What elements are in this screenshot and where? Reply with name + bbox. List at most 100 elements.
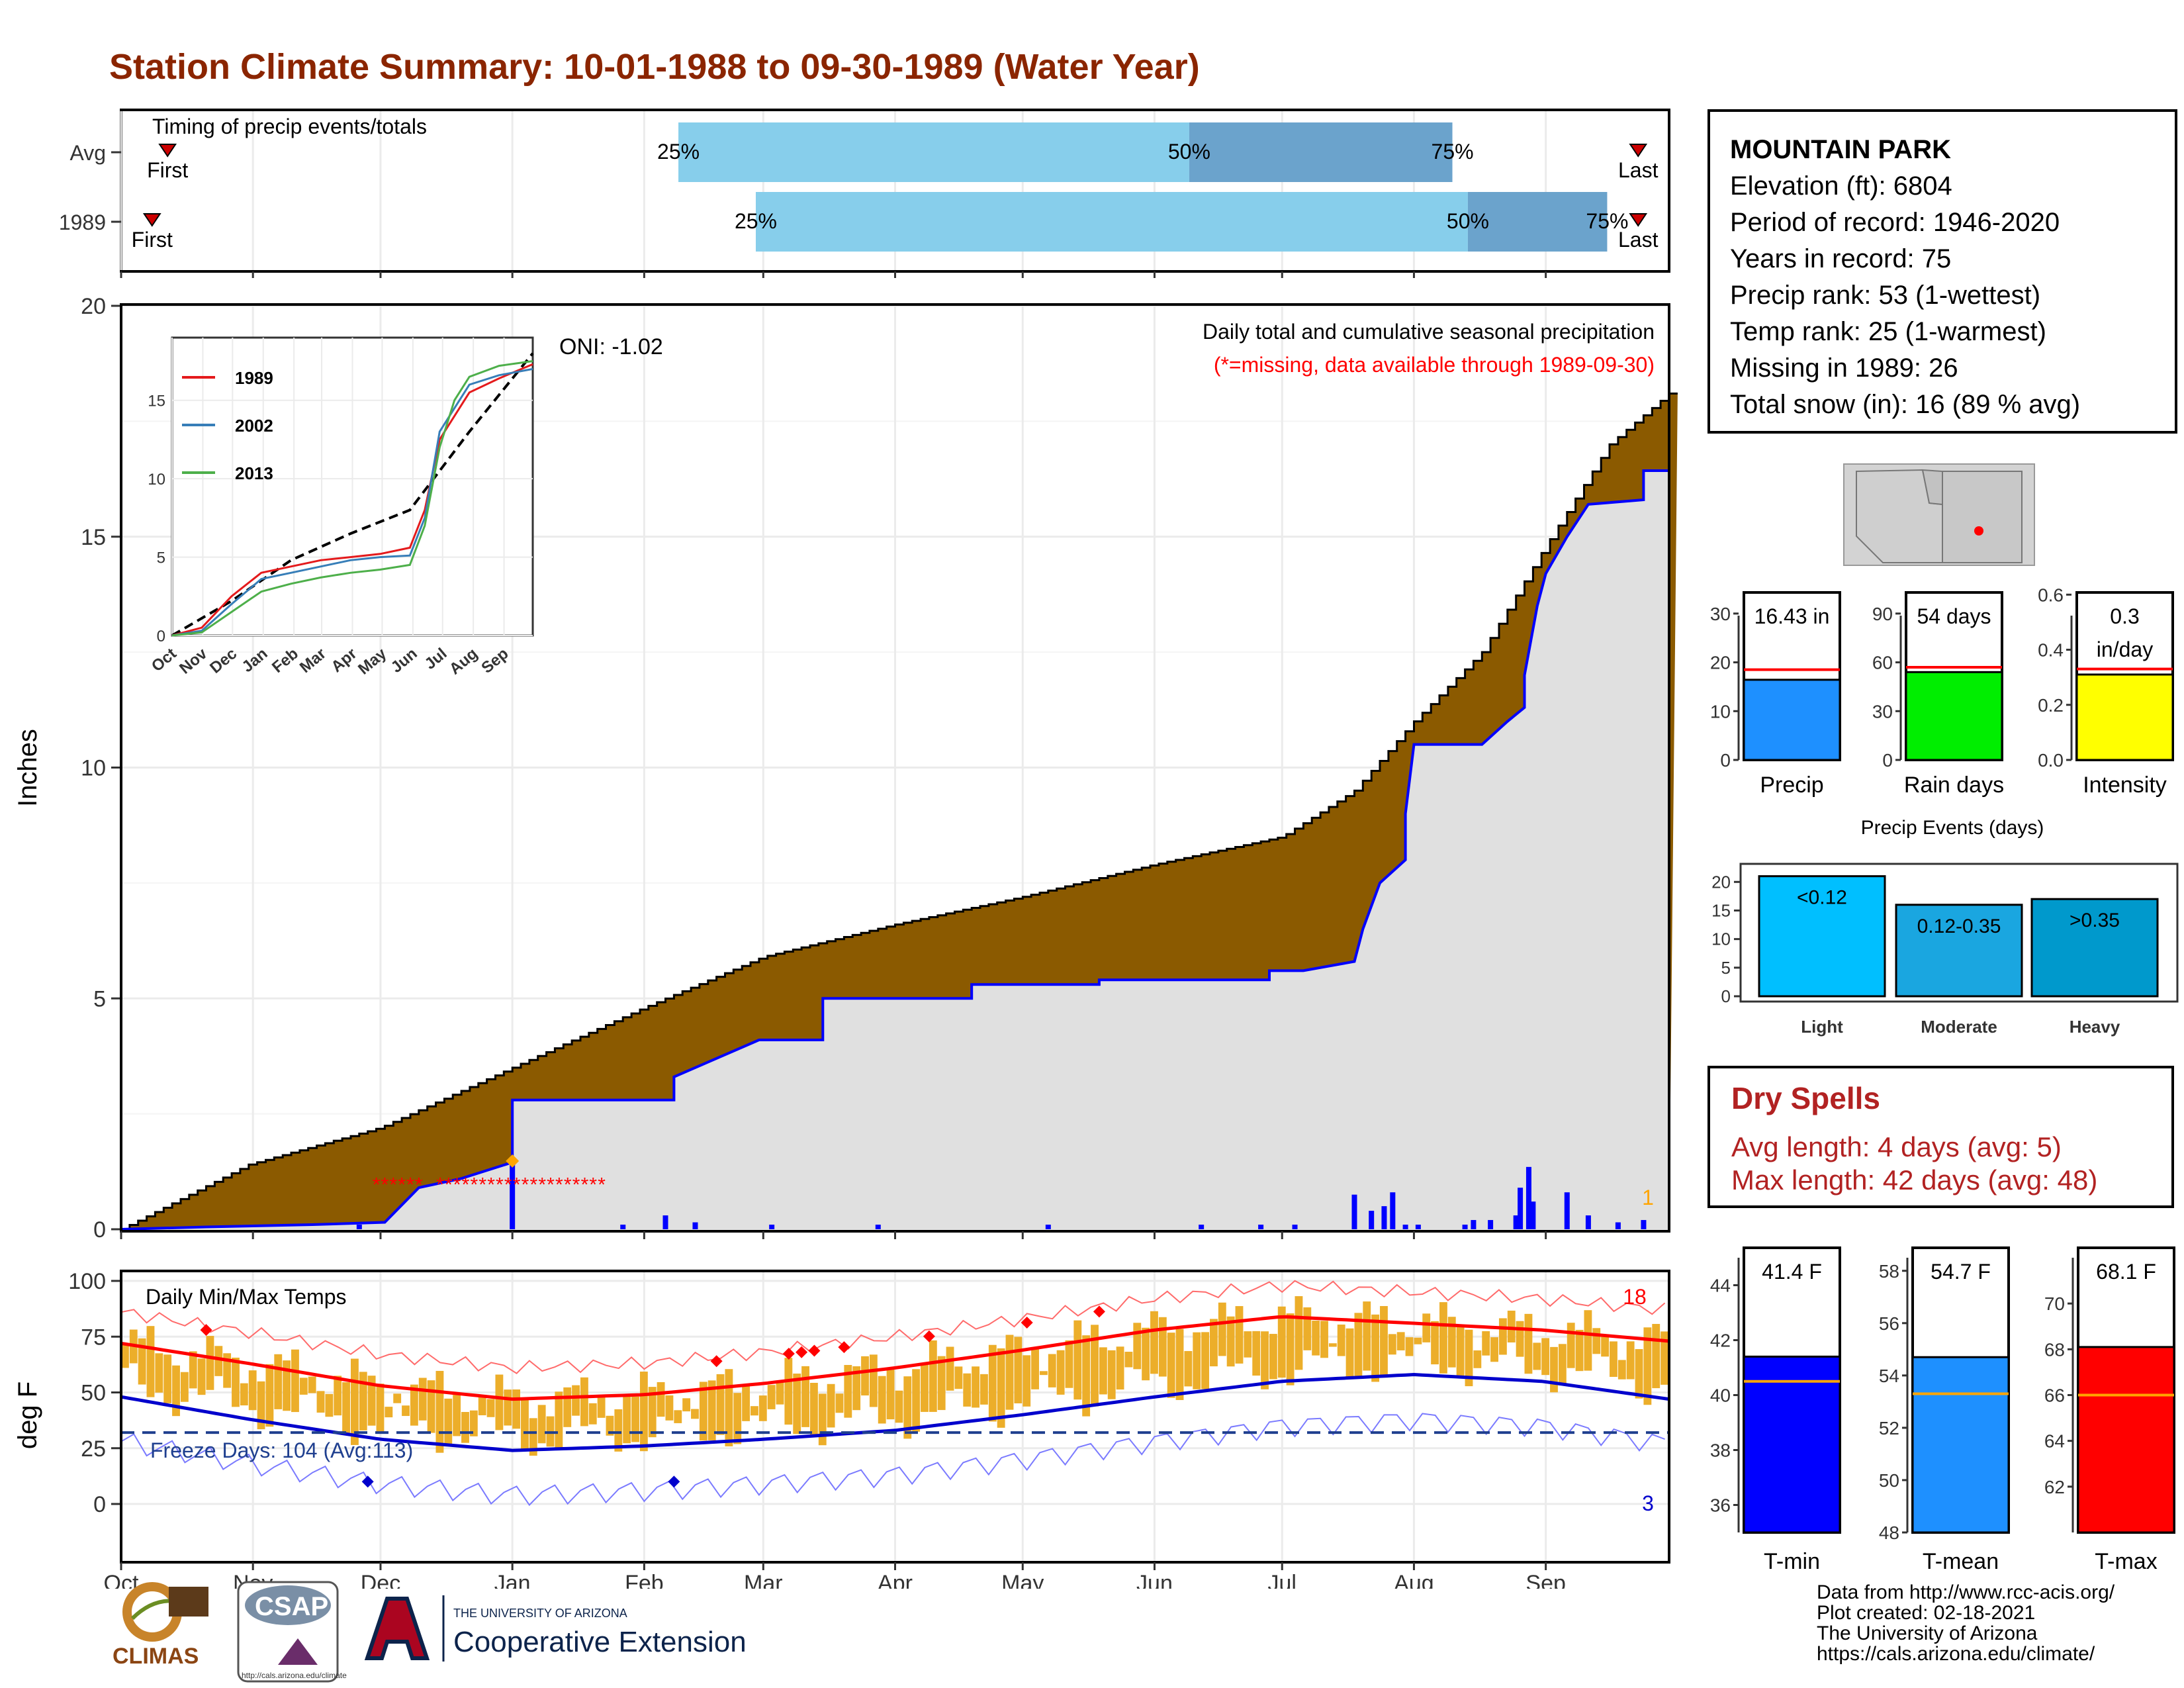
- timing-bar-50-75: [1189, 122, 1453, 182]
- daily-temp-bar: [1414, 1337, 1422, 1344]
- timing-pct-75: 75%: [1432, 140, 1474, 164]
- events-ytick-label: 20: [1711, 872, 1731, 892]
- record-low-marker: [668, 1476, 680, 1488]
- daily-temp-bar: [1592, 1328, 1601, 1354]
- daily-temp-bar: [980, 1374, 988, 1405]
- daily-temp-bar: [929, 1340, 937, 1412]
- daily-temp-bar: [861, 1356, 869, 1396]
- first-label: First: [147, 158, 188, 182]
- daily-temp-bar: [1610, 1341, 1617, 1378]
- missing-day-marker: *: [564, 1174, 572, 1196]
- tempbar-ytick-label: 68: [2044, 1339, 2065, 1360]
- daily-temp-bar: [793, 1374, 801, 1434]
- events-bar-label: <0.12: [1797, 887, 1847, 909]
- timing-pct-25: 25%: [657, 140, 700, 164]
- daily-temp-bar: [1328, 1343, 1337, 1347]
- daily-temp-bar: [393, 1393, 402, 1403]
- daily-temp-bar: [1643, 1327, 1652, 1405]
- events-bar-label: >0.35: [2070, 910, 2120, 931]
- daily-precip-bar: [1641, 1220, 1647, 1229]
- daily-temp-bar: [1133, 1323, 1142, 1370]
- daily-precip-bar: [1462, 1225, 1468, 1229]
- daily-temp-bar: [1218, 1302, 1226, 1356]
- precip-ytick-label: 0: [93, 1217, 106, 1243]
- temp-chart-title: Daily Min/Max Temps: [146, 1285, 346, 1309]
- csap-url: http://cals.arizona.edu/climate: [242, 1671, 347, 1680]
- record-low-marker: [361, 1476, 374, 1488]
- timing-pct-50: 50%: [1168, 140, 1210, 164]
- daily-temp-bar: [461, 1412, 469, 1443]
- daily-temp-bar: [767, 1385, 776, 1409]
- daily-precip-bar: [662, 1215, 668, 1229]
- daily-temp-bar: [1005, 1335, 1014, 1410]
- daily-precip-bar: [1615, 1222, 1621, 1229]
- missing-day-marker: *: [496, 1174, 504, 1196]
- locator-map: [1843, 463, 2035, 566]
- daily-temp-bar: [257, 1381, 265, 1430]
- summary-ytick-label: 20: [1710, 653, 1731, 673]
- station-detail-line: Total snow (in): 16 (89 % avg): [1730, 390, 2081, 419]
- daily-temp-bar: [189, 1351, 197, 1389]
- inset-series-line: [171, 367, 533, 637]
- precip-corner-count: 1: [1642, 1186, 1654, 1209]
- daily-temp-bar: [852, 1366, 861, 1411]
- inset-series-line: [171, 363, 533, 637]
- daily-temp-bar: [921, 1362, 929, 1412]
- daily-temp-bar: [350, 1358, 359, 1445]
- summary-bar-label: Precip: [1760, 773, 1823, 798]
- station-info-box: MOUNTAIN PARK Elevation (ft): 6804 Period…: [1707, 109, 2177, 434]
- inset-ytick-label: 0: [157, 628, 165, 645]
- daily-precip-bar: [356, 1225, 362, 1229]
- inset-ytick-label: 5: [157, 549, 165, 567]
- tempbar-value-label: 41.4 F: [1762, 1260, 1822, 1284]
- daily-temp-bar: [1541, 1338, 1550, 1376]
- missing-day-marker: *: [513, 1174, 521, 1196]
- daily-precip-bar: [692, 1222, 698, 1229]
- record-low-line: [120, 1413, 1665, 1507]
- precip-ytick-label: 10: [81, 756, 106, 781]
- tempbar-ytick-label: 52: [1879, 1418, 1899, 1438]
- temp-summary-bars: 36 38 40 42 44 41.4 F T-min 48 50 52 54 56 58 54.7 F T…: [1710, 1246, 2175, 1574]
- daily-temp-bar: [197, 1358, 206, 1395]
- daily-precip-bar: [620, 1225, 626, 1229]
- snow-marker: [506, 1154, 520, 1168]
- daily-temp-bar: [1516, 1321, 1524, 1357]
- last-label: Last: [1618, 228, 1659, 252]
- summary-ytick-label: 10: [1710, 701, 1731, 722]
- daily-temp-bar: [283, 1360, 291, 1411]
- record-high-count: 18: [1623, 1285, 1647, 1309]
- daily-temp-bar: [1652, 1324, 1661, 1389]
- daily-precip-bar: [1530, 1201, 1536, 1229]
- daily-temp-bar: [751, 1406, 758, 1416]
- daily-temp-bar: [1439, 1302, 1447, 1374]
- record-high-line: [120, 1280, 1666, 1374]
- daily-precip-bar: [1513, 1215, 1519, 1229]
- daily-temp-bar: [597, 1397, 606, 1418]
- summary-bar: [1743, 679, 1841, 761]
- summary-ytick-label: 0.6: [2038, 585, 2064, 605]
- page-title: Station Climate Summary: 10-01-1988 to 0…: [109, 47, 1200, 87]
- daily-temp-bar: [648, 1387, 657, 1438]
- record-high-marker: [200, 1324, 212, 1336]
- tempbar-ytick-label: 70: [2044, 1293, 2065, 1314]
- daily-temp-bar: [537, 1405, 546, 1444]
- temp-ytick-label: 75: [81, 1325, 106, 1350]
- events-ytick-label: 10: [1711, 929, 1731, 949]
- daily-temp-bar: [334, 1376, 342, 1416]
- summary-bar: [2075, 673, 2174, 761]
- month-label: May: [1001, 1571, 1044, 1589]
- daily-temp-bar: [529, 1418, 537, 1456]
- daily-temp-bar: [1567, 1323, 1575, 1368]
- summary-bars: 0 10 20 30 16.43 in Precip 0 30 60 90 54 days Rain …: [1710, 585, 2174, 798]
- missing-day-marker: *: [589, 1174, 597, 1196]
- daily-temp-bar: [299, 1378, 308, 1395]
- avg-max-line: [120, 1315, 1670, 1401]
- daily-temp-bar: [588, 1403, 597, 1425]
- missing-day-marker: *: [581, 1174, 589, 1196]
- daily-temp-bar: [1422, 1313, 1431, 1342]
- missing-day-marker: *: [398, 1174, 406, 1196]
- daily-precip-bar: [1351, 1194, 1357, 1229]
- daily-temp-bar: [1482, 1331, 1490, 1356]
- daily-temp-bar: [1082, 1335, 1091, 1417]
- daily-temp-bar: [1396, 1332, 1405, 1350]
